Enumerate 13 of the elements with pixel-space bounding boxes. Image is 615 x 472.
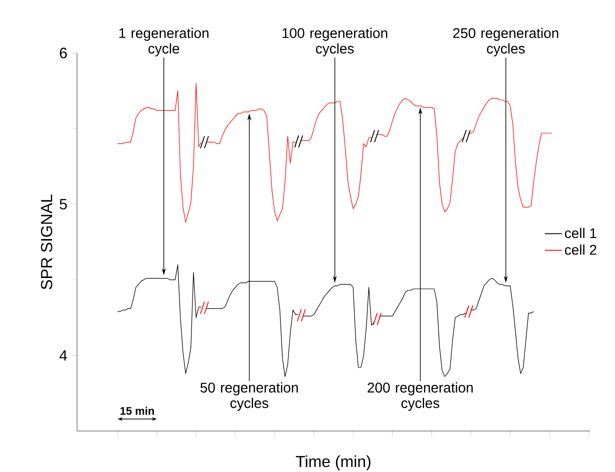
annotation: 1 regeneration cycle bbox=[119, 28, 208, 56]
annotation: 100 regeneration cycles bbox=[282, 28, 388, 56]
annotation: 50 regeneration cycles bbox=[200, 382, 298, 411]
annotation: 200 regeneration cycles bbox=[368, 382, 473, 411]
y-tick-label: 5 bbox=[60, 198, 67, 210]
x-axis-title: Time (min) bbox=[296, 455, 370, 470]
annotation: 15 min bbox=[120, 406, 154, 415]
annotation: 250 regeneration cycles bbox=[453, 28, 558, 56]
legend-label: cell 1 bbox=[564, 228, 596, 238]
y-axis-title: SPR SIGNAL bbox=[40, 194, 52, 290]
y-tick-label: 6 bbox=[60, 48, 67, 58]
legend-label: cell 2 bbox=[564, 244, 596, 255]
y-tick-label: 4 bbox=[59, 350, 68, 361]
